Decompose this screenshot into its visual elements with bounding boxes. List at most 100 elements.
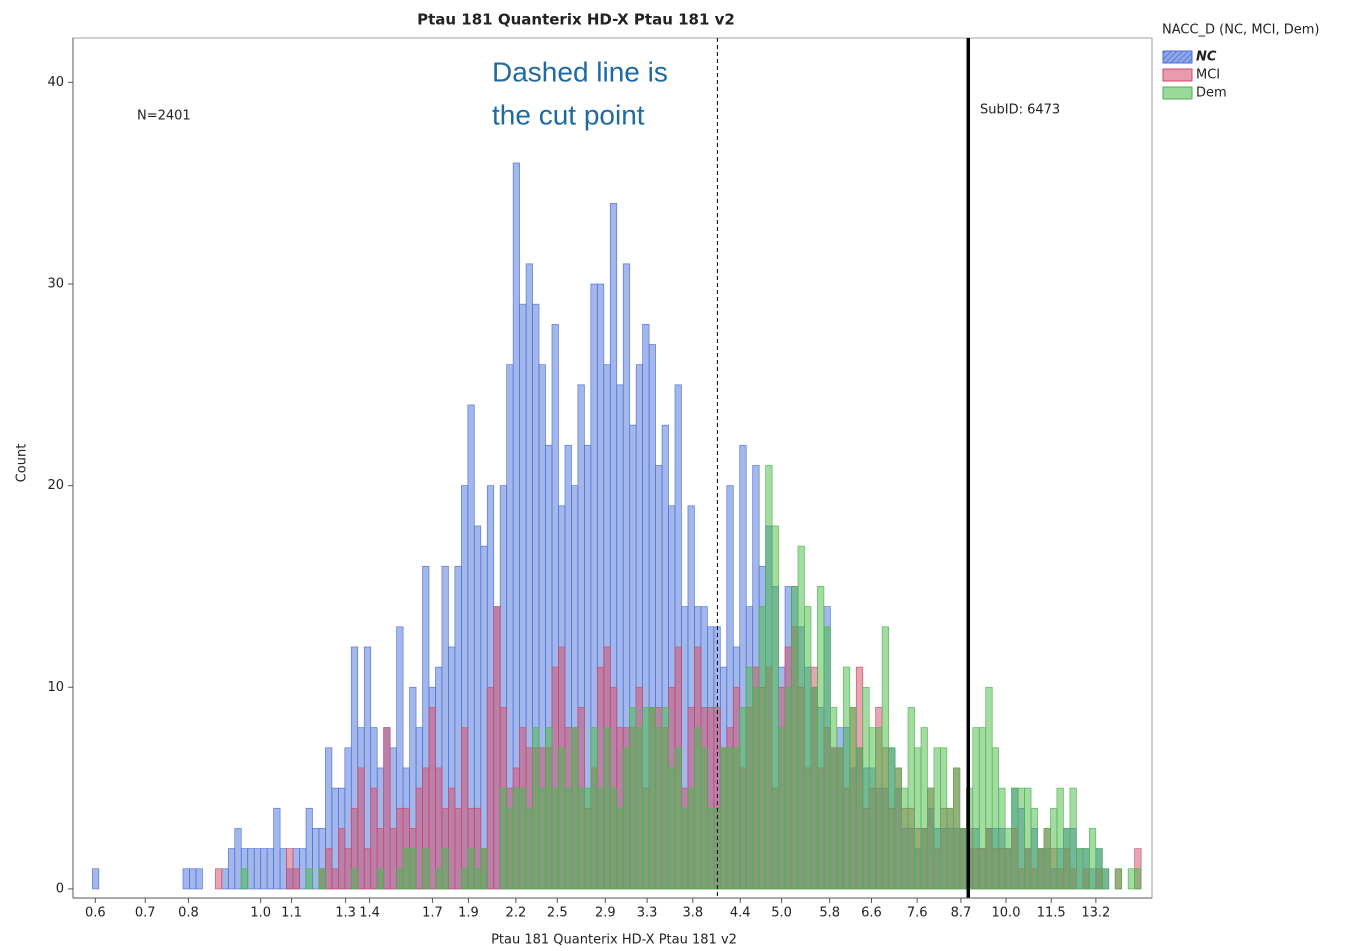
x-tick-label: 1.9	[458, 906, 479, 921]
bar	[687, 787, 695, 890]
bar	[512, 787, 520, 890]
legend-swatch	[1162, 86, 1193, 100]
bar	[888, 747, 896, 890]
bar	[383, 727, 391, 890]
bar	[551, 787, 559, 890]
bar	[402, 848, 410, 890]
bar	[726, 747, 734, 890]
bar	[881, 626, 889, 890]
bar	[771, 525, 779, 890]
x-tick-label: 3.3	[637, 906, 658, 921]
bar	[338, 828, 346, 890]
bar	[991, 747, 1000, 890]
bar	[1037, 848, 1045, 890]
bar	[538, 787, 546, 890]
bar	[363, 848, 372, 890]
bar	[454, 807, 462, 890]
bar	[681, 807, 689, 890]
bar	[279, 848, 287, 890]
bar	[195, 868, 203, 890]
x-tick-label: 1.1	[281, 906, 302, 921]
bar	[1101, 868, 1110, 890]
bar	[719, 747, 728, 890]
bar	[499, 787, 508, 890]
bar	[1127, 868, 1135, 890]
bar	[247, 848, 255, 890]
bar	[953, 767, 961, 890]
bar	[927, 787, 935, 890]
bar	[694, 727, 702, 890]
legend-swatch	[1162, 68, 1193, 82]
bar	[240, 868, 249, 890]
bar	[804, 606, 812, 890]
bar	[648, 707, 656, 890]
bar	[480, 545, 488, 890]
bar	[415, 787, 423, 890]
bar	[940, 747, 948, 890]
x-tick-label: 0.7	[135, 906, 156, 921]
x-tick-label: 3.8	[682, 906, 703, 921]
bar	[1017, 787, 1025, 890]
bar	[467, 848, 475, 890]
bar	[350, 868, 359, 890]
bar	[1050, 807, 1058, 890]
y-axis-title: Count	[15, 444, 30, 483]
legend-label: MCI	[1196, 68, 1220, 83]
x-tick-label: 1.0	[250, 906, 271, 921]
x-tick-label: 13.2	[1081, 906, 1110, 921]
bar	[473, 868, 482, 890]
bar	[545, 727, 553, 890]
bar	[661, 707, 669, 890]
bar	[745, 666, 754, 890]
bar	[959, 828, 967, 890]
bar	[933, 747, 941, 890]
bar	[713, 807, 721, 890]
bar	[182, 868, 190, 890]
bar	[817, 586, 825, 890]
bar	[920, 727, 928, 890]
bar	[577, 787, 585, 890]
legend-label: Dem	[1196, 86, 1227, 101]
bar	[655, 727, 663, 890]
bar	[700, 747, 708, 890]
x-tick-label: 0.8	[178, 906, 199, 921]
x-tick-label: 1.4	[359, 906, 380, 921]
x-tick-label: 1.7	[422, 906, 443, 921]
bar	[389, 828, 397, 890]
annotation: Dashed line is	[492, 56, 668, 87]
bar	[266, 848, 274, 890]
bar	[629, 707, 637, 890]
y-tick-label: 0	[56, 881, 64, 896]
x-tick-label: 5.0	[771, 906, 792, 921]
bar	[305, 868, 313, 890]
bar	[616, 807, 624, 890]
bar	[1011, 787, 1019, 890]
bar	[642, 707, 650, 890]
bar	[299, 848, 307, 890]
bar	[778, 727, 786, 890]
bar	[985, 686, 993, 890]
y-tick-label: 30	[47, 277, 64, 292]
bar	[791, 586, 799, 890]
bar	[292, 868, 300, 890]
bar	[596, 787, 605, 890]
bar	[221, 868, 229, 890]
bar	[875, 727, 883, 890]
bar	[901, 787, 909, 890]
x-tick-label: 11.5	[1037, 906, 1066, 921]
bar	[461, 727, 469, 890]
bar	[428, 707, 436, 890]
bar	[732, 747, 741, 890]
bar	[357, 767, 365, 890]
bar	[441, 848, 449, 890]
x-tick-label: 7.6	[907, 906, 928, 921]
bar	[978, 727, 987, 890]
y-tick-label: 20	[47, 478, 64, 493]
annotation: N=2401	[137, 109, 191, 124]
bar	[318, 868, 326, 890]
bar	[273, 807, 281, 890]
x-tick-label: 2.5	[547, 906, 568, 921]
bar	[765, 465, 773, 890]
bar	[784, 686, 792, 890]
